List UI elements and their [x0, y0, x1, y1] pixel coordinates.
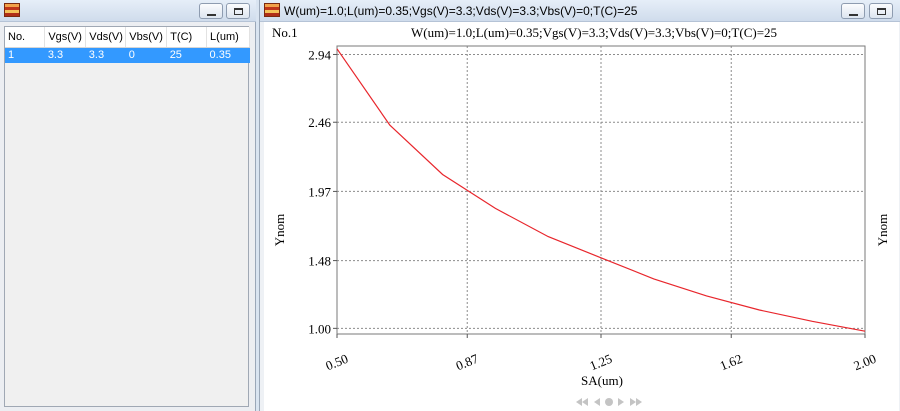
chart-title-bar: W(um)=1.0;L(um)=0.35;Vgs(V)=3.3;Vds(V)=3…	[260, 0, 900, 22]
y-axis-label-right: Ynom	[875, 214, 890, 247]
minimize-button[interactable]	[199, 3, 223, 19]
app-icon	[264, 3, 280, 17]
series-line	[336, 48, 866, 332]
y-tick-label: 2.46	[308, 115, 331, 130]
last-icon[interactable]	[630, 398, 642, 406]
minimize-icon	[207, 13, 216, 16]
minimize-button[interactable]	[841, 3, 865, 19]
column-header[interactable]: Vgs(V)	[44, 27, 87, 48]
restore-button[interactable]	[226, 3, 250, 19]
nav-controls	[576, 398, 642, 406]
chart-area: No.1 W(um)=1.0;L(um)=0.35;Vgs(V)=3.3;Vds…	[264, 22, 899, 411]
table-cell: 0	[125, 47, 167, 63]
dot-icon[interactable]	[605, 398, 613, 406]
next-icon[interactable]	[618, 398, 624, 406]
prev-icon[interactable]	[594, 398, 600, 406]
first-icon[interactable]	[576, 398, 588, 406]
table-cell: 3.3	[44, 47, 86, 63]
x-tick-label: 1.62	[718, 351, 745, 373]
restore-button[interactable]	[869, 3, 893, 19]
y-tick-labels: 1.00 1.48 1.97 2.46 2.94	[308, 47, 337, 336]
y-tick-label: 1.48	[308, 254, 331, 269]
table-cell: 1	[5, 47, 45, 63]
y-tick-label: 2.94	[308, 47, 331, 62]
table-row[interactable]: 1 3.3 3.3 0 25 0.35	[5, 47, 250, 63]
chart-svg: No.1 W(um)=1.0;L(um)=0.35;Vgs(V)=3.3;Vds…	[272, 25, 890, 406]
y-tick-label: 1.97	[308, 184, 331, 199]
app-icon	[4, 3, 20, 17]
table-cell: 3.3	[85, 47, 126, 63]
grid-lines	[336, 46, 866, 334]
left-window: No. Vgs(V) Vds(V) Vbs(V) T(C) L(um) 1 3.…	[0, 0, 256, 411]
window-title: W(um)=1.0;L(um)=0.35;Vgs(V)=3.3;Vds(V)=3…	[284, 4, 638, 18]
minimize-icon	[849, 13, 858, 16]
column-header[interactable]: Vbs(V)	[125, 27, 168, 48]
table-cell: 0.35	[206, 47, 250, 63]
table-cell: 25	[166, 47, 207, 63]
column-header[interactable]: T(C)	[166, 27, 208, 48]
chart-title: W(um)=1.0;L(um)=0.35;Vgs(V)=3.3;Vds(V)=3…	[411, 25, 777, 40]
y-tick-label: 1.00	[308, 321, 331, 336]
y-axis-label: Ynom	[272, 214, 287, 247]
x-tick-labels: 0.50 0.87 1.25 1.62 2.00	[323, 334, 878, 373]
x-tick-label: 0.50	[323, 351, 350, 373]
x-tick-label: 0.87	[454, 351, 481, 374]
column-header[interactable]: L(um)	[206, 27, 250, 48]
restore-icon	[877, 8, 886, 15]
x-tick-label: 2.00	[851, 351, 878, 373]
parameter-table: No. Vgs(V) Vds(V) Vbs(V) T(C) L(um) 1 3.…	[5, 27, 250, 63]
plot-id: No.1	[272, 25, 298, 40]
left-title-bar	[0, 0, 256, 22]
column-header[interactable]: No.	[5, 27, 46, 48]
column-header[interactable]: Vds(V)	[85, 27, 127, 48]
x-axis-label: SA(um)	[581, 373, 623, 388]
parameter-table-panel: No. Vgs(V) Vds(V) Vbs(V) T(C) L(um) 1 3.…	[4, 26, 250, 407]
x-tick-label: 1.25	[587, 351, 614, 373]
chart-window: W(um)=1.0;L(um)=0.35;Vgs(V)=3.3;Vds(V)=3…	[259, 0, 900, 411]
table-header-row: No. Vgs(V) Vds(V) Vbs(V) T(C) L(um)	[5, 27, 250, 48]
restore-icon	[234, 8, 243, 15]
